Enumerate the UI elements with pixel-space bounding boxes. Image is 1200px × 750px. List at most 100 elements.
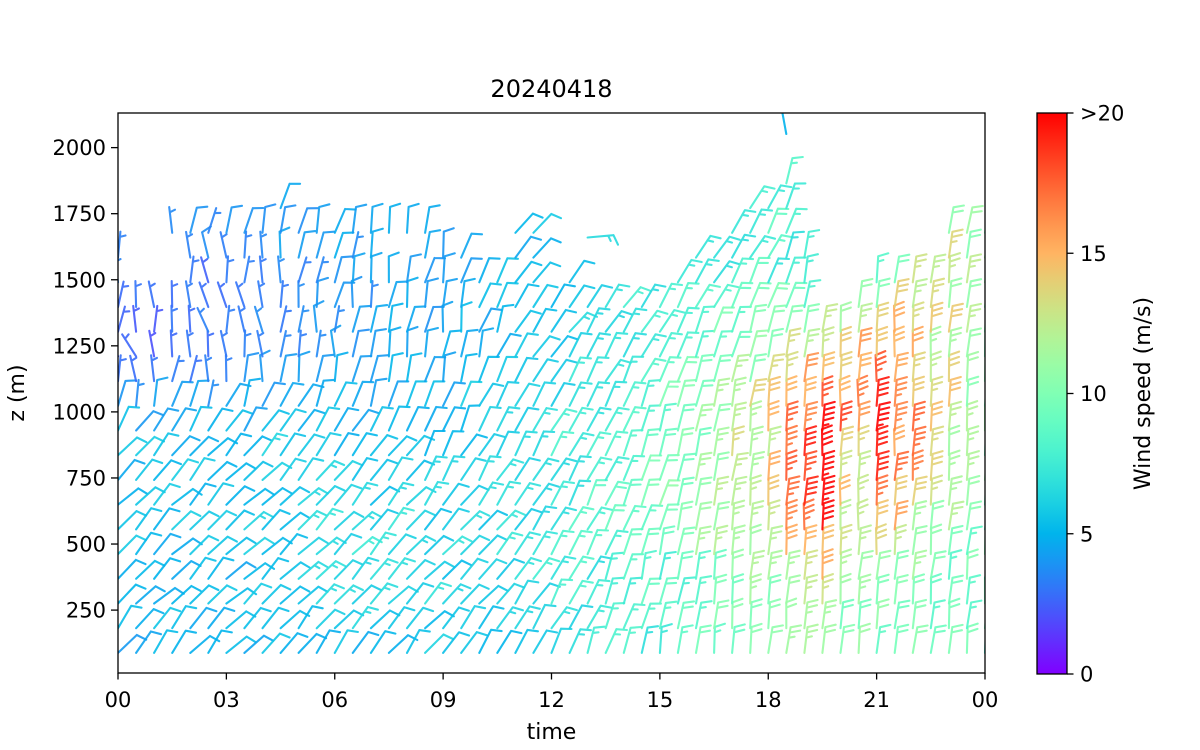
y-tick-label: 2000 (53, 136, 106, 160)
wind-barb (568, 555, 595, 580)
wind-barb (225, 485, 256, 506)
wind-barb (893, 599, 911, 630)
wind-barb (207, 379, 220, 407)
wind-barb (785, 207, 808, 234)
wind-barb (478, 584, 509, 605)
wind-barb (676, 258, 703, 284)
y-tick-label: 1750 (53, 202, 106, 226)
wind-barb (875, 474, 889, 506)
wind-barb (731, 548, 745, 580)
wind-barb (857, 524, 872, 556)
wind-barb (514, 356, 539, 383)
wind-barb (460, 257, 483, 284)
wind-barb (460, 583, 490, 605)
wind-barb (315, 459, 346, 481)
wind-barb (821, 400, 836, 432)
wind-barb (333, 381, 358, 407)
wind-barb (857, 424, 870, 457)
wind-barb (460, 232, 484, 259)
wind-barb (821, 523, 835, 556)
wind-barb (983, 576, 985, 605)
wind-barb (279, 280, 290, 309)
wind-barb (911, 400, 926, 432)
wind-barb (369, 434, 399, 457)
wind-barb (279, 408, 307, 432)
wind-barb (256, 329, 265, 358)
wind-barb (731, 597, 744, 630)
wind-barb (118, 405, 141, 432)
wind-barb (442, 406, 467, 432)
wind-barb (478, 481, 505, 506)
wind-barb (369, 406, 394, 432)
wind-barb (622, 429, 644, 457)
wind-barb (947, 475, 963, 506)
x-tick-label: 15 (647, 688, 674, 712)
wind-barb (297, 433, 326, 457)
wind-barb (532, 457, 560, 481)
wind-barb (442, 252, 456, 284)
wind-barb (713, 548, 727, 580)
wind-barb (640, 454, 663, 481)
wind-barb (532, 482, 560, 506)
wind-barb (315, 353, 335, 383)
wind-barb (803, 623, 819, 654)
wind-barb (658, 600, 678, 630)
wind-barb (604, 551, 624, 580)
wind-barb (369, 354, 390, 383)
wind-barb (983, 252, 985, 259)
wind-barb (731, 524, 746, 556)
wind-barb (405, 325, 419, 358)
wind-barb (749, 235, 777, 259)
wind-barb (118, 305, 131, 333)
wind-barb (207, 482, 235, 506)
wind-barb (929, 499, 945, 531)
wind-barb (225, 635, 257, 654)
wind-barb (586, 332, 612, 358)
wind-barb (640, 625, 660, 654)
wind-barb (532, 530, 558, 556)
wind-barb (983, 354, 985, 383)
wind-barb (658, 356, 682, 383)
wind-barb (568, 529, 593, 556)
wind-barb (532, 283, 559, 309)
wind-barb (297, 329, 308, 358)
wind-barb (514, 332, 539, 358)
wind-barb (315, 230, 336, 259)
wind-barb (514, 556, 543, 580)
wind-barb (235, 281, 246, 309)
wind-barb (405, 202, 420, 234)
wind-barb (315, 629, 342, 654)
wind-barb (118, 510, 148, 531)
wind-barb (514, 430, 538, 457)
wind-barb (839, 548, 853, 580)
wind-barb (550, 606, 578, 630)
wind-barb (532, 407, 558, 432)
wind-barb (207, 509, 238, 531)
wind-barb (279, 204, 297, 234)
x-tick-label: 12 (538, 688, 565, 712)
wind-barb (297, 605, 324, 630)
wind-barb (442, 430, 465, 457)
wind-barb (857, 400, 871, 432)
wind-barb (785, 400, 799, 432)
wind-barb (225, 409, 254, 432)
wind-barb (496, 629, 523, 654)
wind-barb (369, 458, 399, 481)
wind-barb (405, 535, 437, 556)
wind-barb (983, 227, 985, 234)
wind-barb (839, 350, 853, 383)
wind-barb (785, 475, 801, 506)
wind-barb (129, 354, 138, 383)
wind-barb (369, 251, 383, 284)
wind-barb (622, 355, 645, 383)
wind-barb (875, 598, 890, 630)
wind-barb (351, 380, 375, 407)
wind-barb (315, 276, 330, 309)
wind-barb (658, 479, 681, 506)
wind-barb (731, 330, 753, 358)
wind-barb (150, 354, 158, 383)
wind-barb (694, 403, 714, 432)
wind-barb (148, 329, 157, 358)
wind-barb (279, 329, 292, 358)
